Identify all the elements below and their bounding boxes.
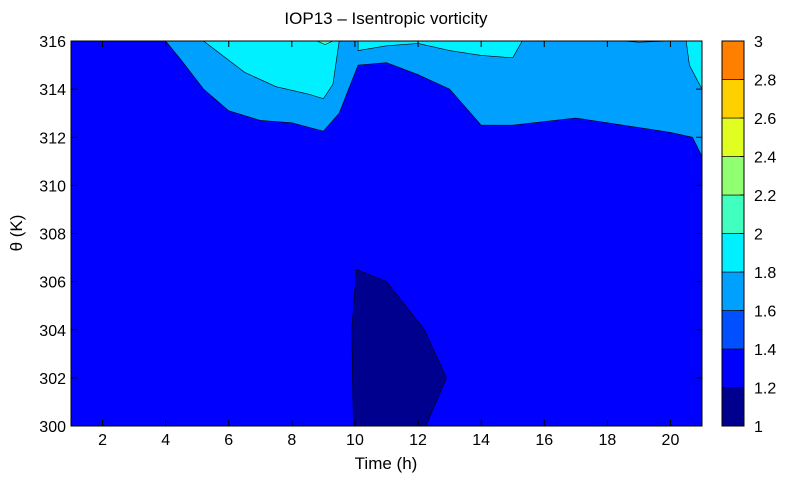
y-tick-label: 312: [39, 130, 66, 147]
colorbar-tick-label: 2.4: [754, 150, 776, 167]
x-tick-label: 10: [346, 432, 364, 449]
y-tick-label: 310: [39, 178, 66, 195]
y-tick-label: 314: [39, 82, 66, 99]
colorbar-tick-label: 2.8: [754, 73, 776, 90]
x-tick-label: 2: [98, 432, 107, 449]
colorbar-tick-label: 2.6: [754, 111, 776, 128]
x-tick-label: 18: [598, 432, 616, 449]
colorbar-ticks: 1 1.2 1.4 1.6 1.8 2 2.2 2.4 2.6 2.8 3: [740, 34, 776, 436]
x-tick-label: 4: [161, 432, 170, 449]
x-tick-label: 8: [287, 432, 296, 449]
y-tick-label: 302: [39, 371, 66, 388]
colorbar-band: [721, 310, 745, 350]
x-axis-label: Time (h): [355, 454, 418, 473]
chart-title: IOP13 – Isentropic vorticity: [284, 9, 488, 28]
colorbar-tick-label: 1: [754, 419, 763, 436]
colorbar-tick-label: 2: [754, 227, 763, 244]
y-axis-ticks: 300 302 304 306 308 310 312 314 316: [39, 34, 702, 436]
x-tick-label: 14: [472, 432, 490, 449]
y-tick-label: 306: [39, 275, 66, 292]
colorbar-band: [721, 387, 745, 427]
colorbar-band: [721, 271, 745, 311]
x-tick-label: 16: [535, 432, 553, 449]
colorbar-band: [721, 233, 745, 273]
x-tick-label: 12: [409, 432, 427, 449]
colorbar-tick-label: 1.8: [754, 265, 776, 282]
contour-region-vorticity-1.0-1.2: [351, 269, 447, 427]
x-axis-ticks: 2 4 6 8 10 12 14 16 18 20: [98, 41, 679, 449]
colorbar-tick-label: 3: [754, 34, 763, 51]
y-tick-label: 304: [39, 323, 66, 340]
y-tick-label: 300: [39, 419, 66, 436]
colorbar-band: [721, 117, 745, 157]
colorbar-band: [721, 194, 745, 234]
y-axis-label: θ (K): [7, 215, 26, 252]
contour-regions: [164, 40, 703, 427]
colorbar-tick-label: 1.4: [754, 342, 776, 359]
y-tick-label: 316: [39, 34, 66, 51]
colorbar-tick-label: 1.6: [754, 304, 776, 321]
x-tick-label: 20: [662, 432, 680, 449]
plot-area: 2 4 6 8 10 12 14 16 18 20 300 302 304 306 308 310 312 31…: [39, 34, 703, 449]
colorbar-tick-label: 1.2: [754, 381, 776, 398]
colorbar: 1 1.2 1.4 1.6 1.8 2 2.2 2.4 2.6 2.8 3: [721, 34, 776, 436]
contour-region-vorticity-1.8-2.0: [202, 40, 340, 100]
colorbar-band: [721, 348, 745, 388]
colorbar-tick-label: 2.2: [754, 188, 776, 205]
x-tick-label: 6: [224, 432, 233, 449]
y-tick-label: 308: [39, 227, 66, 244]
colorbar-band: [721, 40, 745, 80]
colorbar-band: [721, 79, 745, 119]
colorbar-bands: [721, 40, 745, 427]
colorbar-band: [721, 156, 745, 196]
